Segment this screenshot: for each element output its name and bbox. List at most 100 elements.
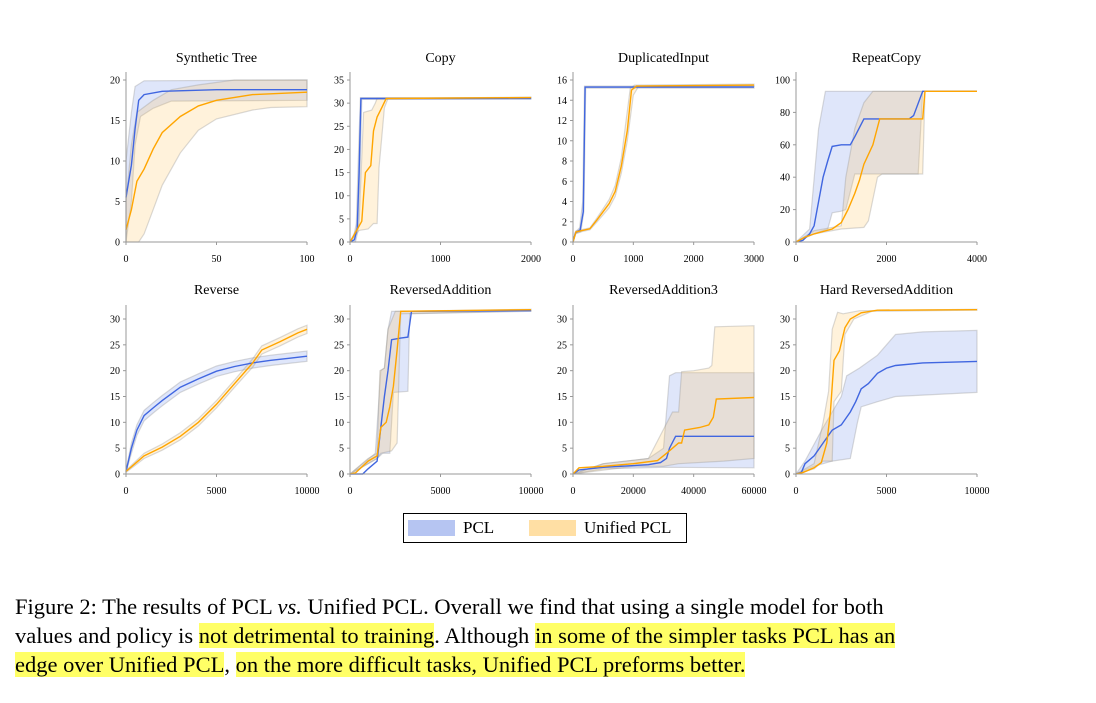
y-tick-label: 60	[780, 140, 790, 151]
caption-text: Figure 2: The results of PCL	[15, 594, 278, 619]
y-tick-label: 20	[780, 366, 790, 377]
y-tick-label: 20	[334, 145, 344, 156]
highlighted-text: not detrimental to training	[198, 623, 435, 648]
caption-text: . Although	[434, 623, 535, 648]
x-tick-label: 100	[300, 254, 315, 265]
confidence-band	[572, 325, 755, 475]
y-tick-label: 25	[110, 340, 120, 351]
subplot-copy: 0 5 10 15 20 25 30 35 0 1000 2000 Copy	[334, 51, 541, 265]
confidence-band	[125, 79, 308, 243]
series-line-pcl	[350, 310, 532, 475]
y-tick-label: 5	[339, 444, 344, 455]
x-tick-label: 2000	[877, 254, 897, 265]
series-line-pcl	[125, 88, 307, 198]
y-tick-label: 100	[775, 76, 790, 87]
y-tick-label: 80	[780, 108, 790, 119]
subplot-title: ReversedAddition	[390, 283, 492, 298]
y-tick-label: 5	[339, 214, 344, 225]
caption-text: Unified PCL. Overall we find that using …	[301, 594, 884, 619]
y-tick-label: 0	[562, 238, 567, 249]
series-line-pcl	[795, 90, 977, 243]
y-tick-label: 10	[334, 418, 344, 429]
subplot-hard-reversedaddition: 0 5 10 15 20 25 30 0 5000 10000 Hard ReversedAddit…	[780, 283, 990, 497]
x-tick-label: 10000	[295, 486, 320, 497]
series-line-unified-pcl	[572, 396, 755, 475]
y-tick-label: 0	[562, 470, 567, 481]
y-tick-label: 5	[115, 444, 120, 455]
y-tick-label: 20	[780, 205, 790, 216]
subplot-title: RepeatCopy	[852, 51, 921, 66]
subplot-title: Hard ReversedAddition	[820, 283, 953, 298]
confidence-band	[125, 79, 308, 243]
y-tick-label: 15	[110, 392, 120, 403]
x-tick-label: 2000	[684, 254, 704, 265]
y-tick-label: 35	[334, 76, 344, 87]
confidence-band	[125, 350, 308, 473]
subplot-title: Copy	[425, 51, 455, 66]
caption-text: vs.	[277, 594, 302, 619]
x-tick-label: 0	[348, 254, 353, 265]
y-tick-label: 30	[780, 315, 790, 326]
confidence-band	[349, 308, 532, 475]
x-tick-label: 20000	[621, 486, 646, 497]
y-tick-label: 25	[334, 122, 344, 133]
subplot-title: ReversedAddition3	[609, 283, 718, 298]
y-tick-label: 8	[562, 157, 567, 168]
highlighted-text: edge over Unified PCL	[15, 652, 225, 677]
series-line-unified-pcl	[572, 84, 755, 243]
series-line-pcl	[125, 355, 308, 472]
y-tick-label: 15	[557, 392, 567, 403]
y-tick-label: 0	[785, 470, 790, 481]
confidence-band	[125, 324, 308, 474]
x-tick-label: 0	[124, 486, 129, 497]
legend-label-pcl: PCL	[463, 518, 495, 537]
caption-line: values and policy is not detrimental to …	[15, 621, 896, 650]
y-tick-label: 20	[557, 366, 567, 377]
y-tick-label: 15	[110, 116, 120, 127]
x-tick-label: 4000	[967, 254, 987, 265]
x-tick-label: 1000	[623, 254, 643, 265]
subplot-synthetic-tree: 0 5 10 15 20 0 50 100 Synthetic Tree	[110, 51, 315, 265]
y-tick-label: 10	[110, 157, 120, 168]
x-tick-label: 0	[571, 486, 576, 497]
y-tick-label: 30	[110, 315, 120, 326]
caption-line: Figure 2: The results of PCL vs. Unified…	[15, 592, 895, 621]
subplot-reverse: 0 5 10 15 20 25 30 0 5000 10000 Reverse	[110, 283, 320, 497]
subplot-title: Synthetic Tree	[176, 51, 257, 66]
caption-text: values and policy is	[15, 623, 199, 648]
x-tick-label: 10000	[519, 486, 544, 497]
confidence-band	[795, 90, 977, 243]
y-tick-label: 10	[334, 191, 344, 202]
y-tick-label: 15	[334, 392, 344, 403]
legend-swatch-unified-pcl	[529, 520, 576, 536]
x-tick-label: 50	[212, 254, 222, 265]
y-tick-label: 0	[339, 238, 344, 249]
y-tick-label: 5	[562, 444, 567, 455]
y-tick-label: 5	[115, 197, 120, 208]
subplot-title: DuplicatedInput	[618, 51, 709, 66]
figure-caption: Figure 2: The results of PCL vs. Unified…	[15, 592, 896, 679]
series-line-unified-pcl	[795, 90, 977, 243]
series-line-pcl	[795, 360, 978, 475]
series-line-pcl	[572, 435, 754, 475]
x-tick-label: 0	[794, 254, 799, 265]
series-line-unified-pcl	[125, 328, 308, 472]
x-tick-label: 0	[794, 486, 799, 497]
x-tick-label: 5000	[207, 486, 227, 497]
y-tick-label: 10	[557, 136, 567, 147]
y-tick-label: 0	[115, 238, 120, 249]
subplot-repeatcopy: 0 20 40 60 80 100 0 2000 4000 RepeatCopy	[775, 51, 987, 265]
legend-label-unified-pcl: Unified PCL	[584, 518, 672, 537]
x-tick-label: 5000	[431, 486, 451, 497]
y-tick-label: 0	[339, 470, 344, 481]
confidence-band	[572, 372, 755, 475]
highlighted-text: in some of the simpler tasks PCL has an	[534, 623, 896, 648]
x-tick-label: 0	[124, 254, 129, 265]
y-tick-label: 25	[557, 340, 567, 351]
y-tick-label: 10	[780, 418, 790, 429]
y-tick-label: 30	[557, 315, 567, 326]
x-tick-label: 0	[571, 254, 576, 265]
x-tick-label: 40000	[681, 486, 706, 497]
subplot-reversedaddition: 0 5 10 15 20 25 30 0 5000 10000 ReversedAddition	[334, 283, 544, 497]
